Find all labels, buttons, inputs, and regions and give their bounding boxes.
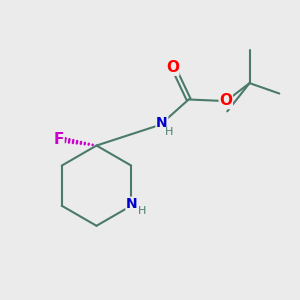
Text: H: H <box>165 127 173 137</box>
Text: N: N <box>156 116 168 130</box>
Text: N: N <box>126 197 138 211</box>
Text: O: O <box>219 94 232 109</box>
Text: O: O <box>166 60 179 75</box>
Text: H: H <box>137 206 146 216</box>
Text: F: F <box>54 132 64 147</box>
